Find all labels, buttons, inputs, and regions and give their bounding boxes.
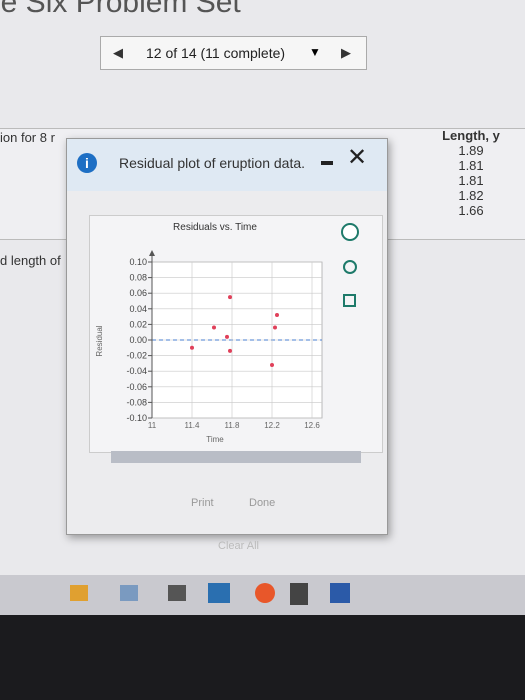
table-header: Length, y [442, 128, 500, 143]
x-tick-label: 11 [148, 421, 157, 430]
x-tick-label: 11.4 [185, 421, 201, 430]
x-tick-label: 12.6 [304, 421, 320, 430]
y-axis-label: Residual [95, 325, 104, 356]
point [228, 348, 232, 353]
table-cell: 1.66 [458, 203, 484, 218]
x-axis-label: Time [206, 435, 224, 444]
table-cell: 1.89 [458, 143, 484, 158]
taskbar-icon[interactable] [255, 583, 275, 603]
zoom-in-icon[interactable] [341, 223, 359, 241]
taskbar-icon[interactable] [70, 585, 88, 601]
point [212, 325, 216, 330]
point [225, 334, 229, 339]
minimize-button[interactable] [321, 161, 333, 165]
point [270, 362, 274, 367]
print-button[interactable]: Print [191, 497, 214, 509]
zoom-out-icon[interactable] [343, 260, 357, 274]
point [273, 325, 277, 330]
taskbar-icon[interactable] [208, 583, 230, 603]
data-table: Length, y 1.89 1.81 1.81 1.82 1.66 [440, 128, 502, 218]
next-button[interactable]: ▶ [341, 45, 351, 60]
nav-label[interactable]: 12 of 14 (11 complete) [146, 45, 286, 61]
y-tick-label: 0.00 [129, 335, 147, 345]
prev-button[interactable]: ◀ [113, 45, 123, 60]
info-icon: i [77, 153, 97, 173]
dropdown-arrow[interactable]: ▼ [309, 45, 321, 59]
point [190, 345, 194, 350]
chart-title: Residuals vs. Time [173, 222, 257, 233]
scrollbar[interactable] [111, 451, 361, 463]
chart: Residuals vs. Time Time Residual 0.10 0.0… [95, 222, 359, 444]
clear-all-button[interactable]: Clear All [218, 540, 259, 552]
taskbar-icon[interactable] [290, 583, 308, 605]
y-tick-label: 0.08 [129, 273, 147, 283]
point [275, 313, 279, 318]
dialog: i Residual plot of eruption data. ✕ Resi… [66, 138, 388, 535]
y-tick-label: -0.10 [126, 413, 147, 423]
y-tick-label: -0.06 [126, 382, 147, 392]
y-tick-label: 0.06 [129, 288, 147, 298]
done-button[interactable]: Done [249, 497, 276, 509]
table-cell: 1.82 [458, 188, 484, 203]
y-tick-label: -0.02 [126, 351, 147, 361]
dialog-title: Residual plot of eruption data. [119, 155, 306, 171]
question-text: ion for 8 r [0, 130, 55, 145]
table-cell: 1.81 [458, 158, 484, 173]
question-text: d length of [0, 253, 61, 268]
taskbar-icon[interactable] [330, 583, 350, 603]
close-button[interactable]: ✕ [347, 144, 368, 171]
y-tick-label: 0.10 [129, 257, 147, 267]
taskbar-icon[interactable] [120, 585, 138, 601]
dialog-header: i Residual plot of eruption data. ✕ [67, 139, 387, 191]
y-tick-label: -0.08 [126, 397, 147, 407]
point [228, 295, 232, 300]
table-cell: 1.81 [458, 173, 484, 188]
monitor-bezel [0, 615, 525, 700]
plot-panel: Residuals vs. Time Time Residual 0.10 0.0… [89, 215, 383, 453]
y-axis-arrow [149, 250, 155, 256]
export-icon[interactable] [343, 294, 356, 307]
y-tick-label: 0.04 [129, 304, 147, 314]
taskbar [0, 575, 525, 615]
taskbar-icon[interactable] [168, 585, 186, 601]
nav-bar: ◀ 12 of 14 (11 complete) ▼ ▶ [100, 36, 367, 70]
x-tick-label: 11.8 [225, 421, 241, 430]
page-title: le Six Problem Set [0, 0, 241, 19]
y-tick-label: -0.04 [126, 366, 147, 376]
x-tick-label: 12.2 [264, 421, 280, 430]
y-tick-label: 0.02 [129, 319, 147, 329]
